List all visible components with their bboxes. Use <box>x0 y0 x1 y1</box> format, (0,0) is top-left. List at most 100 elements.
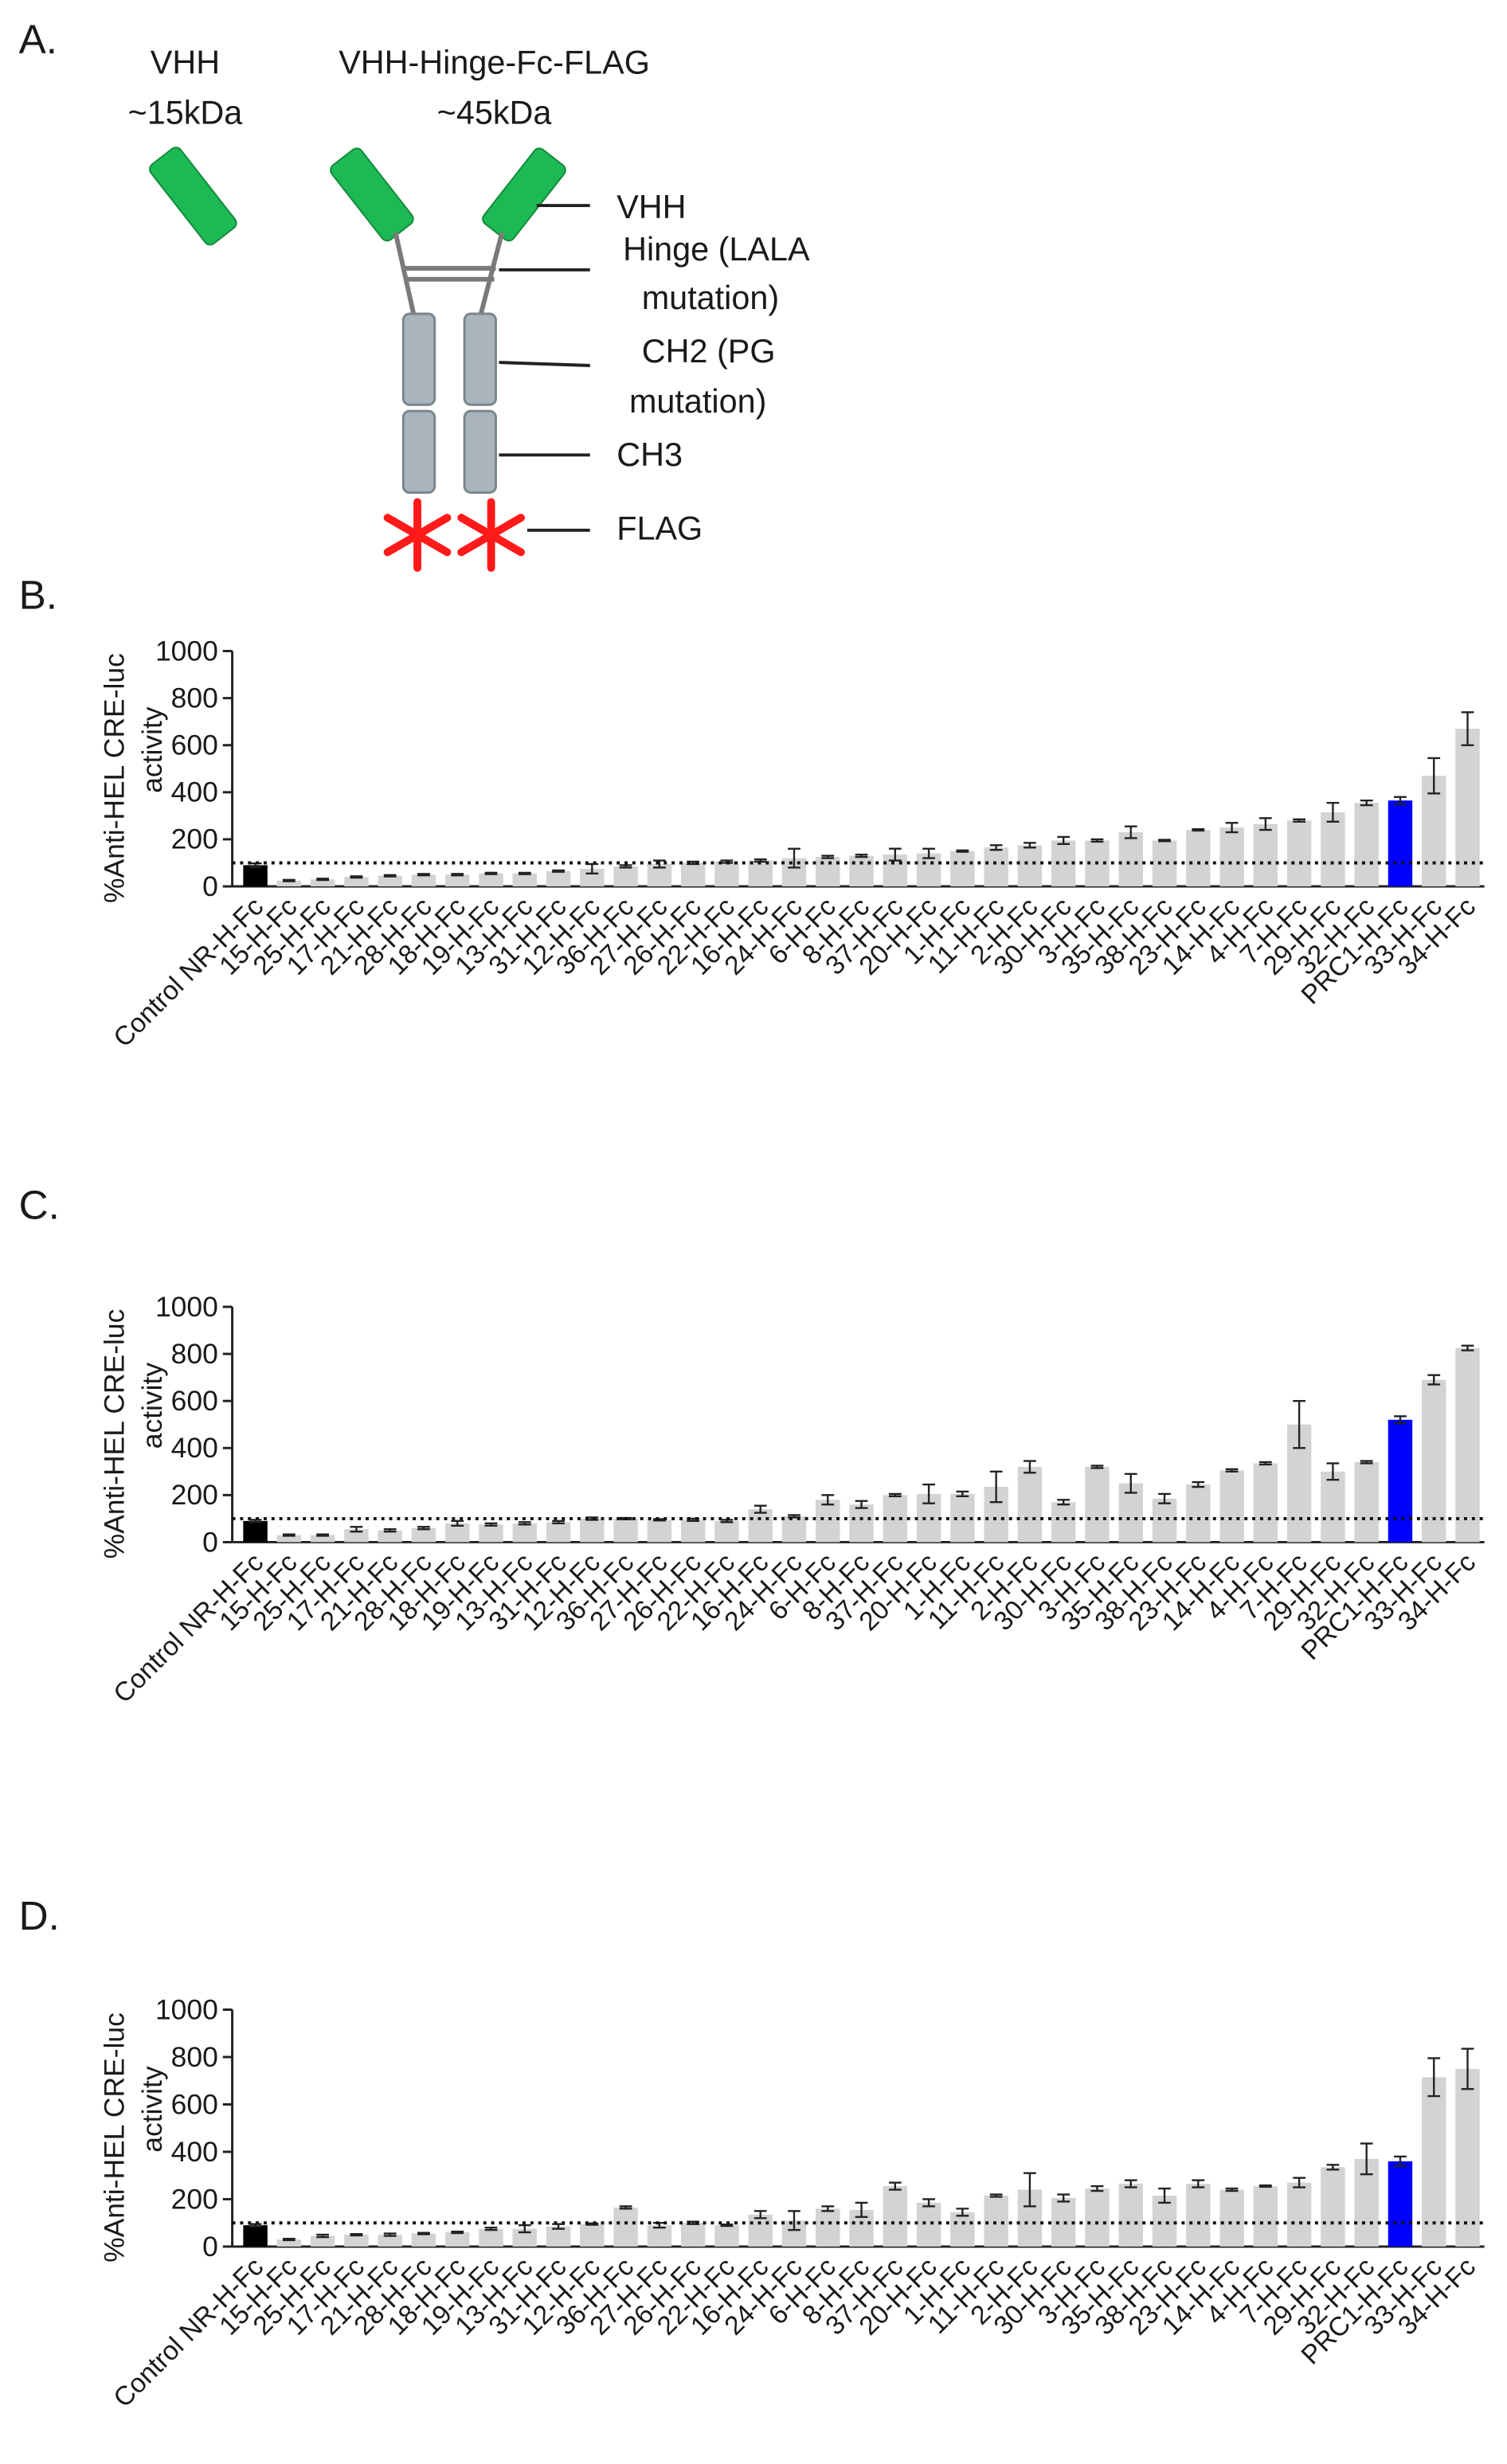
bar <box>411 1527 436 1543</box>
bar <box>1118 2184 1143 2247</box>
bar <box>1085 1466 1110 1543</box>
bar <box>276 2239 302 2247</box>
bar <box>276 880 302 887</box>
bar <box>479 873 503 887</box>
vhh-domain <box>149 147 237 246</box>
bar <box>1051 840 1076 887</box>
y-tick-label: 1000 <box>155 1291 218 1323</box>
bar <box>781 1516 807 1543</box>
x-tick-label: Control NR-H-Fc <box>108 2252 269 2413</box>
diagram-label: Hinge (LALA <box>623 231 810 268</box>
bar <box>1186 1484 1211 1543</box>
y-tick-label: 600 <box>171 2088 218 2120</box>
diagram-title: ~45kDa <box>437 95 552 131</box>
bar <box>479 1524 503 1543</box>
bar <box>1388 1419 1413 1543</box>
diagram-label: CH3 <box>616 436 683 473</box>
panel-letter: A. <box>19 17 57 62</box>
bar <box>1253 2186 1278 2247</box>
bar <box>310 879 335 887</box>
bar <box>680 862 706 887</box>
bar <box>1051 2197 1076 2247</box>
bar <box>580 2223 605 2247</box>
bar <box>1388 2161 1413 2247</box>
y-axis-label: %Anti-HEL CRE-luc <box>99 2012 131 2263</box>
y-axis-label: activity <box>136 706 168 793</box>
y-tick-label: 1000 <box>155 635 218 667</box>
diagram-label: CH2 (PG <box>642 333 776 370</box>
bar <box>1152 1498 1177 1543</box>
callout-lines <box>499 204 590 532</box>
bar <box>883 1495 908 1543</box>
bar <box>243 1520 268 1543</box>
bar <box>1321 812 1345 887</box>
bar <box>1286 2182 1312 2247</box>
y-axis-label: %Anti-HEL CRE-luc <box>99 1309 131 1559</box>
bar <box>1186 2184 1211 2247</box>
y-tick-label: 200 <box>171 1479 218 1511</box>
diagram-label: mutation) <box>629 383 766 420</box>
bar <box>580 1518 605 1543</box>
bar <box>344 2235 369 2247</box>
flag-tag <box>383 498 525 573</box>
bar <box>1286 820 1312 887</box>
bar <box>647 2225 672 2247</box>
bar <box>1354 1461 1379 1543</box>
bar <box>714 2225 739 2247</box>
panel-letter: D. <box>19 1893 60 1938</box>
bar <box>445 874 470 887</box>
bar <box>1253 1463 1278 1543</box>
bar <box>411 874 436 887</box>
bar <box>1388 800 1413 887</box>
bar <box>1321 1471 1345 1543</box>
bar <box>276 1535 302 1543</box>
bar <box>378 875 402 887</box>
bar <box>1354 803 1379 887</box>
bar <box>445 2232 470 2247</box>
bar <box>310 1535 335 1543</box>
bar <box>546 2226 571 2247</box>
vhh-domain <box>482 147 566 242</box>
bar <box>1152 840 1177 887</box>
y-tick-label: 800 <box>171 2041 218 2073</box>
bar <box>950 851 975 887</box>
bar <box>714 1520 739 1543</box>
chart-panel: C. %Anti-HEL CRE-luc activity 0 200 400 600 800… <box>19 1183 1485 1709</box>
bar <box>1421 1379 1446 1543</box>
chart-panel: B. %Anti-HEL CRE-luc activity 0 200 400 600 800… <box>19 572 1485 1053</box>
bar <box>1321 2167 1345 2247</box>
y-axis-label: activity <box>136 1363 168 1449</box>
bar <box>1017 845 1043 887</box>
bar <box>243 865 268 887</box>
diagram-label: FLAG <box>616 510 703 547</box>
y-tick-label: 400 <box>171 2136 218 2168</box>
y-tick-label: 0 <box>202 1526 218 1558</box>
bar <box>546 1522 571 1543</box>
diagram-title: ~15kDa <box>128 95 243 131</box>
bar <box>1152 2196 1177 2247</box>
bar <box>1219 827 1244 887</box>
bar <box>1455 729 1480 887</box>
bar <box>680 1519 706 1543</box>
diagram-title: VHH-Hinge-Fc-FLAG <box>339 45 650 81</box>
bar <box>1219 1470 1244 1543</box>
bar <box>1017 1466 1043 1543</box>
bar <box>613 866 638 887</box>
y-tick-label: 800 <box>171 682 218 714</box>
diagram-title: VHH <box>151 45 220 81</box>
bar <box>344 877 369 887</box>
bar <box>1051 1502 1076 1543</box>
bar <box>748 1509 773 1543</box>
bar <box>445 1523 470 1543</box>
bar <box>748 860 773 887</box>
bar <box>647 1519 672 1543</box>
bar <box>714 861 739 887</box>
bar <box>950 2212 975 2247</box>
vhh-domain <box>330 147 414 242</box>
y-tick-label: 600 <box>171 1385 218 1417</box>
bar <box>512 873 538 887</box>
diagram-label: mutation) <box>642 280 779 316</box>
x-tick-label: Control NR-H-Fc <box>108 892 269 1053</box>
